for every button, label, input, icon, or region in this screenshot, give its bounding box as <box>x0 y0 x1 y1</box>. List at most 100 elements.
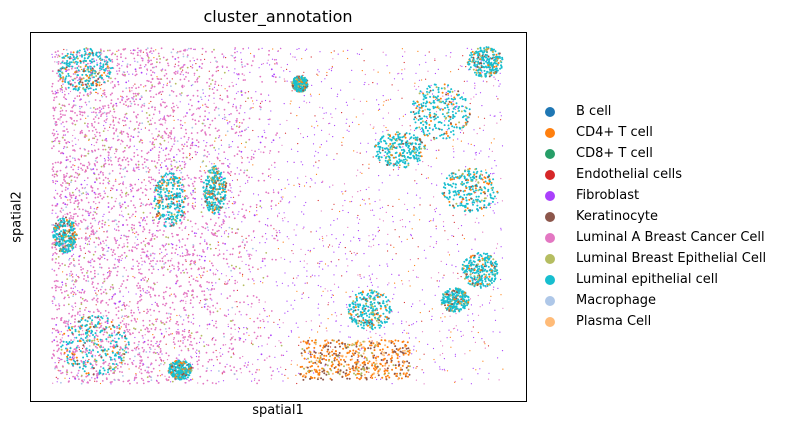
scatter-point <box>103 93 106 96</box>
scatter-point <box>223 114 226 116</box>
scatter-point <box>215 247 217 250</box>
scatter-point <box>195 232 198 234</box>
scatter-point <box>223 233 226 235</box>
scatter-point <box>240 256 242 258</box>
scatter-point <box>82 94 85 97</box>
scatter-point <box>298 48 300 50</box>
scatter-point <box>130 52 133 54</box>
scatter-point <box>421 79 423 81</box>
scatter-point <box>175 244 178 247</box>
scatter-point <box>279 341 282 344</box>
scatter-point <box>182 342 184 344</box>
scatter-point <box>73 259 75 262</box>
scatter-point <box>257 268 259 270</box>
scatter-point <box>152 222 155 225</box>
scatter-point <box>349 250 351 252</box>
scatter-point <box>426 117 428 119</box>
scatter-point <box>140 293 142 296</box>
scatter-point <box>226 130 229 133</box>
scatter-point <box>143 102 146 105</box>
scatter-point <box>404 226 407 228</box>
scatter-point <box>249 205 252 208</box>
scatter-point <box>461 378 463 380</box>
scatter-point <box>231 211 234 214</box>
scatter-point <box>427 165 429 167</box>
scatter-point <box>149 351 151 353</box>
scatter-point <box>258 346 260 348</box>
scatter-point <box>199 170 201 172</box>
scatter-point <box>178 227 181 229</box>
scatter-point <box>108 157 110 159</box>
scatter-point <box>157 353 160 356</box>
scatter-point <box>383 293 385 295</box>
scatter-point <box>231 231 234 234</box>
scatter-point <box>288 183 290 185</box>
scatter-point <box>387 354 389 356</box>
scatter-point <box>159 248 162 250</box>
scatter-point <box>146 117 149 119</box>
scatter-point <box>421 320 423 322</box>
scatter-point <box>143 279 146 281</box>
scatter-point <box>166 359 169 361</box>
scatter-point <box>64 203 67 206</box>
scatter-point <box>223 116 226 119</box>
scatter-point <box>474 221 476 223</box>
scatter-point <box>284 217 286 219</box>
scatter-point <box>215 322 217 325</box>
scatter-point <box>481 105 483 107</box>
scatter-point <box>60 370 62 372</box>
scatter-point <box>95 128 97 131</box>
scatter-point <box>186 56 189 58</box>
scatter-point <box>104 310 107 312</box>
scatter-point <box>51 246 54 249</box>
scatter-point <box>159 253 161 255</box>
scatter-point <box>230 264 233 267</box>
scatter-point <box>65 290 68 292</box>
scatter-point <box>377 71 379 73</box>
scatter-point <box>170 168 172 170</box>
scatter-point <box>397 168 400 170</box>
scatter-point <box>209 297 212 300</box>
scatter-point <box>178 150 181 152</box>
scatter-point <box>238 112 241 115</box>
scatter-point <box>303 95 305 97</box>
scatter-point <box>169 306 172 309</box>
scatter-point <box>132 92 135 95</box>
scatter-point <box>100 88 102 90</box>
scatter-point <box>491 167 493 169</box>
scatter-point <box>501 350 504 352</box>
scatter-point <box>165 352 168 355</box>
scatter-point <box>235 107 238 109</box>
scatter-point <box>102 78 105 81</box>
scatter-point <box>64 189 67 191</box>
scatter-point <box>55 124 57 127</box>
scatter-point <box>97 282 99 285</box>
scatter-point <box>151 133 153 135</box>
scatter-point <box>91 364 94 367</box>
scatter-point <box>100 344 102 347</box>
scatter-point <box>133 95 135 98</box>
scatter-point <box>107 129 109 132</box>
scatter-point <box>137 135 140 138</box>
scatter-point <box>90 206 92 208</box>
scatter-point <box>271 75 274 77</box>
scatter-point <box>234 313 236 315</box>
scatter-point <box>164 255 167 257</box>
scatter-point <box>161 373 164 376</box>
scatter-point <box>233 289 235 292</box>
scatter-point <box>153 191 156 194</box>
scatter-point <box>291 90 293 92</box>
scatter-point <box>235 105 237 107</box>
scatter-point <box>196 77 199 80</box>
scatter-point <box>435 149 437 152</box>
scatter-point <box>75 244 77 246</box>
scatter-point <box>98 220 101 223</box>
scatter-point <box>255 296 258 299</box>
scatter-point <box>79 147 82 150</box>
scatter-point <box>310 177 312 180</box>
scatter-point <box>172 102 174 105</box>
scatter-point <box>458 250 460 252</box>
scatter-point <box>191 293 194 296</box>
scatter-point <box>158 364 161 367</box>
scatter-point <box>94 116 97 118</box>
